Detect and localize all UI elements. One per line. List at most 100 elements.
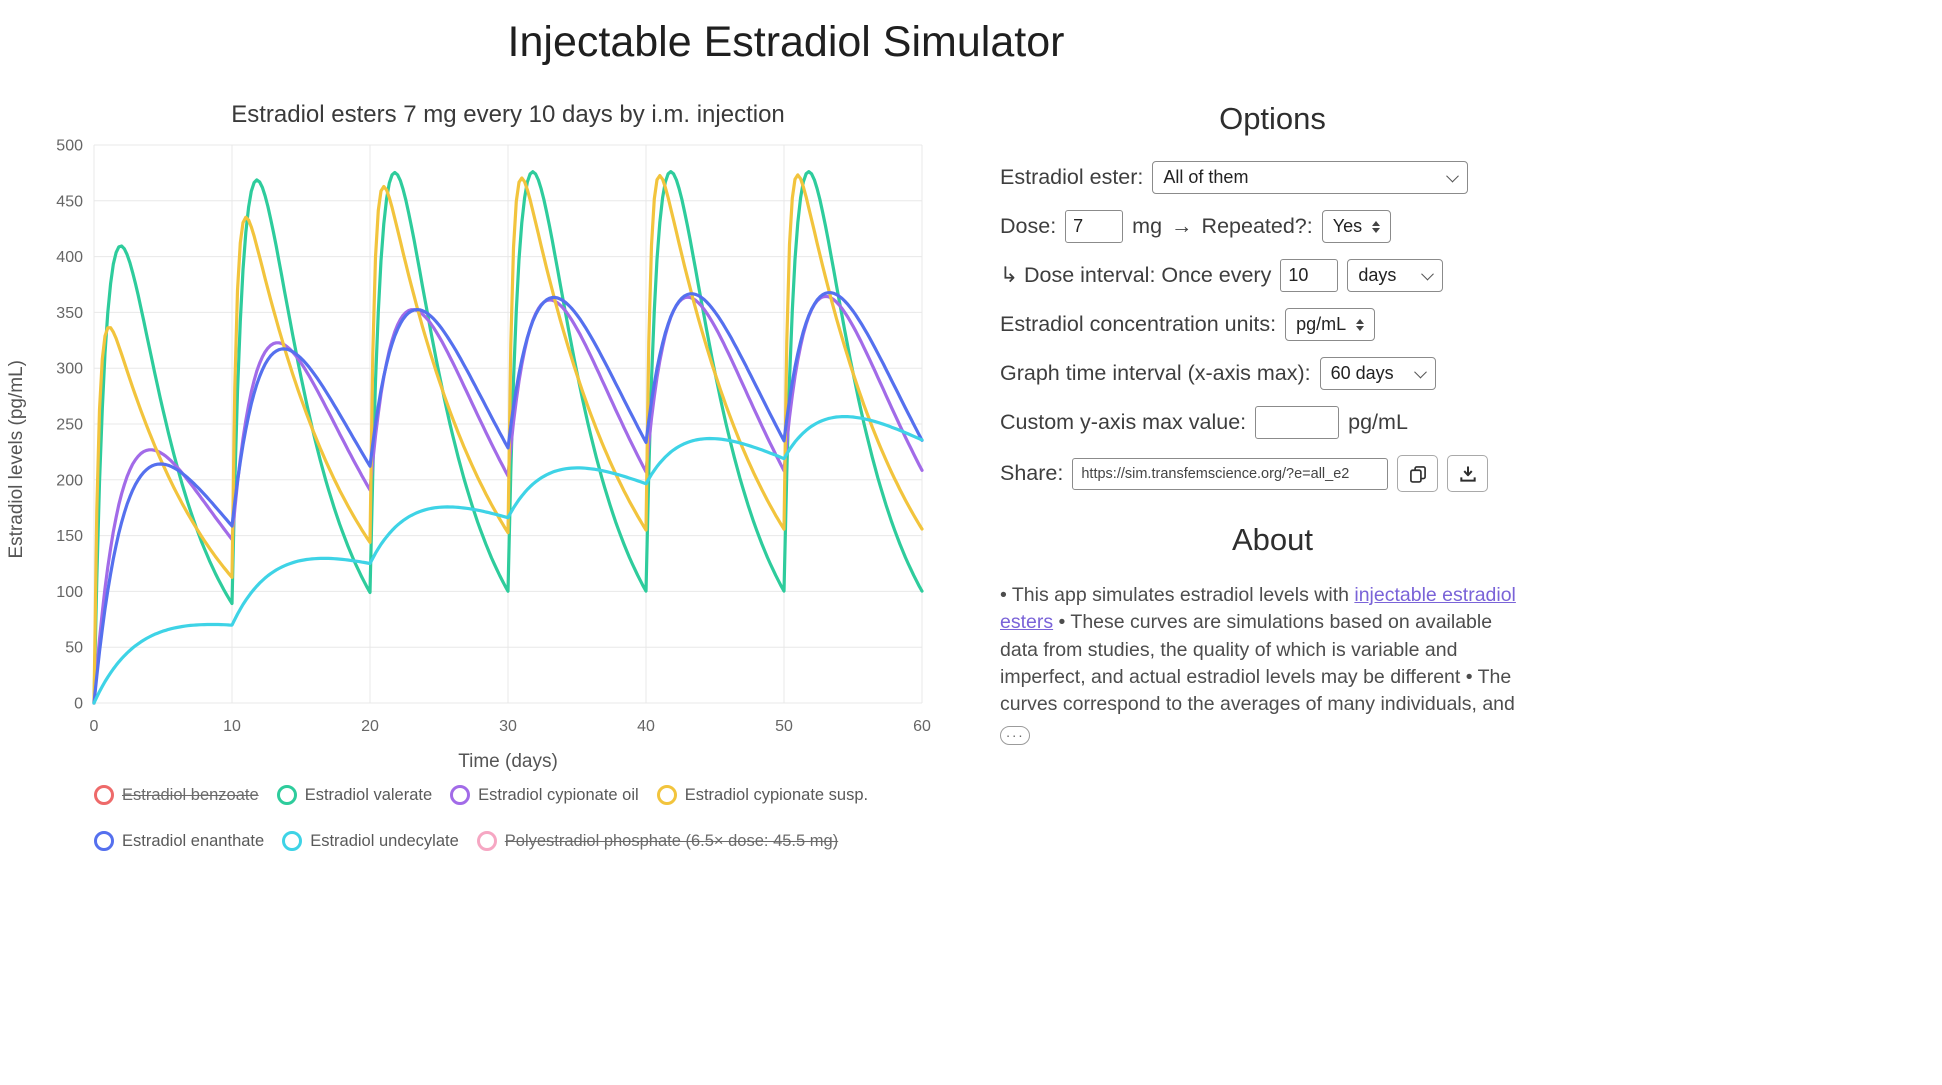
chart-section: Estradiol esters 7 mg every 10 days by i…: [0, 71, 972, 851]
about-text: • This app simulates estradiol levels wi…: [1000, 582, 1532, 746]
graph-interval-label: Graph time interval (x-axis max):: [1000, 361, 1311, 385]
chevron-down-icon: [1421, 267, 1435, 281]
units-select[interactable]: pg/mL: [1285, 308, 1376, 341]
copy-link-button[interactable]: [1397, 455, 1439, 492]
legend-marker-icon: [450, 785, 471, 805]
legend-label: Estradiol enanthate: [122, 831, 265, 850]
svg-text:450: 450: [56, 193, 83, 210]
share-row: Share:: [1000, 455, 1545, 492]
chart-legend: Estradiol benzoate Estradiol valerate Estr…: [94, 785, 966, 851]
svg-text:0: 0: [74, 696, 83, 713]
repeated-select[interactable]: Yes: [1321, 210, 1392, 243]
repeated-select-value: Yes: [1332, 216, 1363, 236]
custom-ymax-label: Custom y-axis max value:: [1000, 410, 1247, 434]
updown-arrows-icon: [1356, 318, 1365, 331]
legend-marker-icon: [656, 785, 677, 805]
y-axis-label-wrap: Estradiol levels (pg/mL): [0, 133, 34, 751]
dose-unit: mg: [1132, 214, 1163, 238]
arrow-right-icon: →: [1171, 214, 1193, 238]
legend-item-3[interactable]: Estradiol cypionate susp.: [656, 785, 869, 805]
custom-ymax-unit: pg/mL: [1348, 410, 1408, 434]
x-axis-label: Time (days): [458, 751, 558, 772]
legend-label: Estradiol cypionate oil: [478, 785, 639, 804]
legend-label: Polyestradiol phosphate (6.5× dose: 45.5…: [504, 831, 839, 850]
series-curve-5: [92, 415, 924, 705]
share-url-input[interactable]: [1072, 457, 1389, 490]
svg-text:400: 400: [56, 249, 83, 266]
legend-marker-icon: [276, 785, 297, 805]
svg-text:200: 200: [56, 472, 83, 489]
y-axis-label: Estradiol levels (pg/mL): [6, 359, 27, 559]
options-panel: Options Estradiol ester: All of them Dos…: [1000, 71, 1545, 765]
chart-body: Estradiol levels (pg/mL) 0 50 100 150 200 250…: [0, 133, 972, 751]
legend-label: Estradiol cypionate susp.: [684, 785, 869, 804]
svg-text:350: 350: [56, 305, 83, 322]
legend-item-5[interactable]: Estradiol undecylate: [282, 831, 459, 851]
injectable-estradiol-simulator-app: Injectable Estradiol Simulator Estradiol…: [0, 18, 1572, 851]
axis-tick-labels: 0 50 100 150 200 250 300 350 400 450 500 0 10 20 30 40 5…: [56, 138, 931, 736]
interval-unit-value: days: [1358, 265, 1397, 285]
ester-label: Estradiol ester:: [1000, 165, 1144, 189]
svg-text:50: 50: [775, 718, 793, 735]
about-body: • These curves are simulations based on …: [1000, 611, 1515, 716]
legend-marker-icon: [476, 831, 497, 851]
svg-text:30: 30: [499, 718, 517, 735]
main-layout: Estradiol esters 7 mg every 10 days by i…: [0, 71, 1572, 851]
svg-text:40: 40: [637, 718, 655, 735]
expand-about-button[interactable]: ···: [1000, 725, 1030, 745]
units-row: Estradiol concentration units: pg/mL: [1000, 308, 1545, 341]
legend-item-2[interactable]: Estradiol cypionate oil: [450, 785, 639, 805]
series-curve-3: [92, 173, 924, 705]
legend-item-4[interactable]: Estradiol enanthate: [94, 831, 264, 851]
svg-text:300: 300: [56, 361, 83, 378]
updown-arrows-icon: [1372, 220, 1381, 233]
legend-marker-icon: [94, 785, 114, 805]
interval-label: ↳ Dose interval: Once every: [1000, 263, 1272, 287]
chevron-down-icon: [1413, 365, 1427, 379]
options-heading: Options: [1219, 101, 1326, 136]
series-curve-4: [92, 291, 924, 705]
interval-row: ↳ Dose interval: Once every days: [1000, 259, 1545, 292]
ester-select-value: All of them: [1163, 167, 1249, 187]
about-heading: About: [1231, 522, 1313, 557]
svg-text:0: 0: [90, 718, 99, 735]
graph-interval-value: 60 days: [1330, 363, 1394, 383]
interval-unit-select[interactable]: days: [1347, 259, 1444, 292]
page-title: Injectable Estradiol Simulator: [507, 18, 1065, 66]
ester-select[interactable]: All of them: [1152, 161, 1469, 194]
chart-title: Estradiol esters 7 mg every 10 days by i…: [231, 101, 785, 128]
custom-ymax-input[interactable]: [1255, 406, 1340, 439]
legend-item-0[interactable]: Estradiol benzoate: [94, 785, 259, 805]
chart-plot: 0 50 100 150 200 250 300 350 400 450 500 0 10 20 30 40 5…: [56, 138, 931, 736]
legend-label: Estradiol benzoate: [122, 785, 259, 804]
custom-ymax-row: Custom y-axis max value: pg/mL: [1000, 406, 1545, 439]
series-curve-1: [92, 170, 924, 705]
download-button[interactable]: [1447, 455, 1489, 492]
series-curves: [92, 170, 924, 705]
dose-input[interactable]: [1065, 210, 1124, 243]
repeated-label: Repeated?:: [1201, 214, 1313, 238]
svg-text:60: 60: [913, 718, 931, 735]
svg-text:100: 100: [56, 584, 83, 601]
interval-input[interactable]: [1280, 259, 1339, 292]
graph-interval-row: Graph time interval (x-axis max): 60 day…: [1000, 357, 1545, 390]
graph-interval-select[interactable]: 60 days: [1319, 357, 1436, 390]
about-intro: • This app simulates estradiol levels wi…: [1000, 584, 1355, 606]
download-icon: [1460, 466, 1476, 482]
share-label: Share:: [1000, 461, 1064, 485]
legend-label: Estradiol valerate: [304, 785, 433, 804]
legend-item-1[interactable]: Estradiol valerate: [276, 785, 433, 805]
esters-link[interactable]: injectable estradiol esters: [1000, 584, 1516, 634]
svg-text:50: 50: [65, 640, 83, 657]
dose-row: Dose: mg → Repeated?: Yes: [1000, 210, 1545, 243]
svg-text:20: 20: [361, 718, 379, 735]
svg-text:10: 10: [223, 718, 241, 735]
ester-row: Estradiol ester: All of them: [1000, 161, 1545, 194]
svg-text:500: 500: [56, 138, 83, 155]
svg-text:150: 150: [56, 528, 83, 545]
chevron-down-icon: [1446, 169, 1460, 183]
legend-marker-icon: [94, 831, 114, 851]
legend-item-6[interactable]: Polyestradiol phosphate (6.5× dose: 45.5…: [476, 831, 839, 851]
units-select-value: pg/mL: [1296, 314, 1347, 334]
copy-icon: [1409, 465, 1426, 483]
